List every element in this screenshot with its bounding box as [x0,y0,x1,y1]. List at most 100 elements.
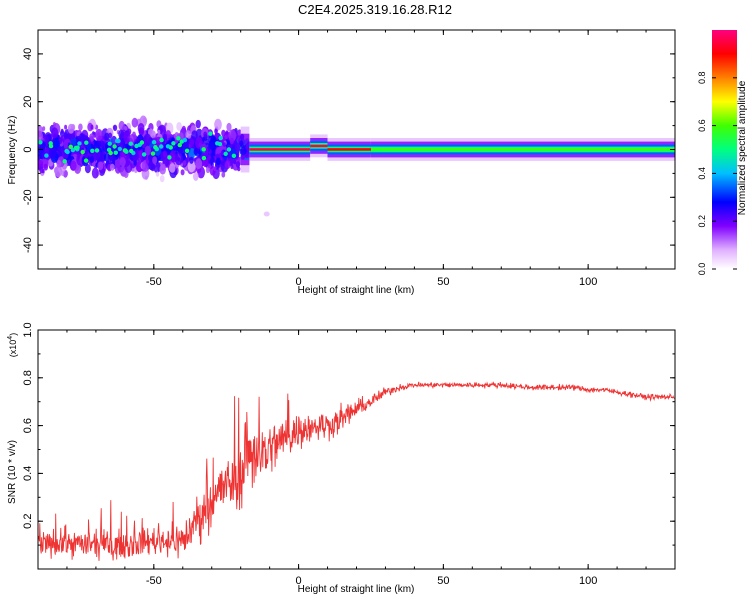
spectrogram-peak [139,140,145,145]
spectrogram-cell [100,141,105,148]
spectrogram-cell [171,137,175,142]
spectrogram-segment [371,138,675,161]
y-tick-label: 0.2 [22,514,34,529]
spectrogram-cell [125,143,129,149]
spectrogram-peak [165,144,171,149]
spectrogram-cell [189,139,195,147]
spectrogram-peak [108,150,113,156]
spectrogram-cell [95,128,103,142]
spectrogram-peak [83,158,89,163]
spectrogram-cell [185,130,192,140]
spectrogram-peak [77,141,82,146]
spectrogram-cell [233,159,237,165]
spectrogram-peak [80,149,85,155]
spectrogram-peak [65,149,70,155]
spectrogram-cell [97,161,104,171]
spectrogram-cell [43,163,48,171]
spectrogram-peak [182,137,188,143]
spectrogram-cell [228,129,237,142]
spectrogram-cell [62,169,68,178]
spectrogram-peak [75,145,80,150]
spectrogram-peak [94,148,100,153]
spectrogram-peak [141,152,147,157]
spectrogram-cell [152,156,158,165]
spectrogram-cell [214,118,222,131]
spectrogram-cell [198,142,202,148]
spectrogram-cell [133,160,137,166]
spectrogram-peak [90,148,95,153]
spectrogram-peak [171,141,176,146]
snr-panel: -50 0 50 100 0.2 0.4 0.6 0.8 1.0 Height of stra… [7,322,676,595]
y-tick-label: 40 [22,48,34,60]
spectrogram-peak [129,148,134,154]
spectrogram-cell [84,153,88,159]
spectrogram-cell [195,158,203,170]
spectrogram-cell [221,171,226,178]
spectrogram-cell [113,124,118,131]
spectrogram-band [249,148,311,151]
chart-title: C2E4.2025.319.16.28.R12 [298,2,452,17]
spectrogram-segment [327,138,371,161]
spectrogram-y-label: Frequency (Hz) [7,116,18,185]
snr-x-label: Height of straight line (km) [298,584,415,595]
spectrogram-peak [167,155,172,160]
x-tick-label: 0 [296,276,302,288]
spectrogram-cell [191,130,198,141]
spectrogram-cell [187,159,196,173]
spectrogram-cell [114,163,122,174]
spectrogram-cell [176,122,182,131]
spectrogram-segment [310,134,328,158]
spectrogram-cell [89,155,95,163]
x-tick-label: -50 [146,276,162,288]
colorbar-tick-label: 0.2 [697,215,707,228]
spectrogram-cell [230,164,234,170]
spectrogram-cell [90,124,94,130]
spectrogram-cell [143,133,152,146]
spectrogram-cell [110,163,115,171]
colorbar-label: Normalized spectral amplitude [737,80,748,215]
spectrogram-peak [159,137,164,143]
spectrogram-cell [67,123,75,134]
spectrogram-cell [203,131,208,138]
spectrogram-peak [159,144,164,149]
x-tick-label: 100 [579,276,597,288]
colorbar-tick-label: 0.8 [697,72,707,85]
spectrogram-cell [193,172,199,181]
spectrogram-cell [51,127,59,139]
spectrogram-cell [189,156,194,164]
spectrogram-band [371,148,675,151]
spectrogram-cell [53,138,60,149]
spectrogram-peak [176,136,181,141]
spectrogram-cell [240,154,245,161]
spectrogram-peak [44,153,49,158]
spectrogram-cell [174,152,183,166]
y-tick-label: 0.6 [22,418,34,433]
spectrogram-cell [163,133,168,140]
spectrogram-cell [214,128,218,134]
spectrogram-cell [220,150,224,156]
spectrogram-cell [241,149,245,156]
spectrogram-cell [56,159,62,168]
spectrogram-cell [213,166,217,172]
x-tick-label: 50 [437,575,449,587]
spectrogram-peak [153,145,158,150]
spectrogram-cell [225,130,229,135]
spectrogram-cell [181,125,186,133]
spectrogram-cell [207,154,211,161]
spectrogram-cell [118,129,125,139]
spectrogram-peak [70,147,76,153]
y-tick-label: 0.4 [22,466,34,481]
spectrogram-segment [38,115,243,183]
spectrogram-cell [64,124,68,130]
snr-line [38,381,675,561]
spectrogram-cell [78,123,83,131]
spectrogram-cell [95,139,102,149]
spectrogram-cell [137,123,145,134]
y-tick-label: -40 [22,237,34,253]
y-tick-label: 20 [22,96,34,108]
spectrogram-cell [38,130,44,144]
spectrogram-outlier [263,211,270,217]
spectrogram-cell [210,152,214,158]
colorbar-tick-label: 0.6 [697,119,707,132]
spectrogram-cell [129,133,135,143]
